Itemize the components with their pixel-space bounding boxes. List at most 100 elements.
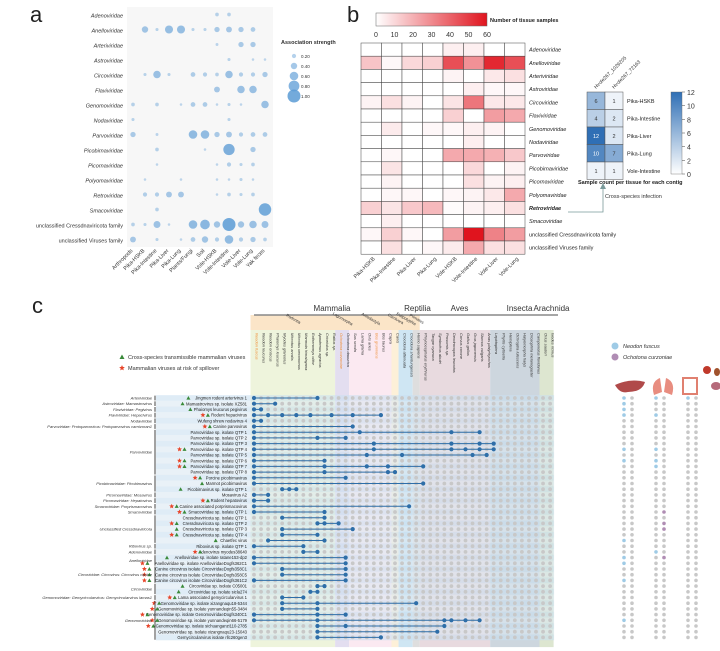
organ-dot: [622, 498, 626, 503]
host-dot-empty: [484, 584, 489, 588]
host-dot-empty: [548, 493, 552, 497]
heatmap-cell: [381, 161, 403, 176]
host-dot-empty: [520, 510, 524, 514]
triangle-icon: [180, 584, 185, 588]
host-dot-empty: [350, 515, 355, 520]
host-dot-empty: [357, 561, 362, 566]
host-dot-empty: [371, 401, 376, 406]
heatmap-cell: [360, 174, 382, 189]
host-dot-empty: [421, 635, 426, 640]
organ-dot: [694, 476, 698, 480]
host-dot-empty: [280, 498, 285, 503]
organ-dot: [694, 544, 698, 548]
host-dot-empty: [534, 436, 538, 440]
organ-dot: [686, 515, 690, 520]
host-label: Symbolirus abutri: [438, 333, 443, 364]
host-dot-empty: [266, 624, 270, 628]
bubble: [215, 193, 219, 196]
host-dot-empty: [534, 413, 538, 417]
host-dot-empty: [477, 470, 482, 474]
bubble: [238, 237, 244, 242]
host-dot-empty: [534, 584, 538, 588]
host-dot-empty: [364, 561, 369, 566]
host-dot-empty: [520, 555, 524, 560]
host-dot-empty: [280, 584, 285, 588]
heatmap-cell: [401, 227, 423, 242]
host-dot-empty: [371, 521, 376, 526]
organ-dot: [686, 601, 690, 605]
organ-dot: [686, 413, 690, 417]
host-dot-empty: [343, 532, 348, 537]
host-dot-empty: [484, 567, 489, 571]
colorbar-tick-label: 20: [409, 32, 417, 39]
host-dot-empty: [357, 424, 362, 429]
bubble: [227, 178, 231, 181]
legend-label: Cross-species transmissible mammalian vi…: [128, 355, 246, 361]
host-dot-empty: [350, 418, 355, 423]
host-dot-empty: [442, 595, 447, 600]
host-dot-empty: [548, 572, 552, 577]
host-dot-empty: [498, 447, 503, 452]
host-dot-empty: [280, 418, 285, 423]
organ-dot: [686, 504, 690, 509]
host-dot-empty: [491, 418, 496, 423]
host-dot-empty: [505, 527, 510, 531]
host-dot-empty: [449, 578, 454, 583]
host-dot-empty: [512, 453, 517, 457]
host-dot-empty: [421, 487, 426, 492]
host-dot-empty: [520, 436, 524, 440]
host-dot-empty: [273, 595, 278, 600]
host-dot-filled: [280, 515, 285, 520]
family-label: Arteriviridae: [130, 396, 153, 401]
host-dot-empty: [386, 521, 390, 526]
bubble: [239, 162, 243, 167]
host-dot-empty: [484, 498, 489, 503]
host-dot-empty: [534, 595, 538, 600]
organ-dot: [694, 493, 698, 497]
inset-cell-value: 2: [612, 134, 615, 140]
host-dot-empty: [400, 612, 404, 617]
heatmap-cell: [401, 201, 423, 215]
host-dot-empty: [379, 538, 383, 543]
host-dot-empty: [498, 527, 503, 531]
host-dot-empty: [428, 493, 433, 497]
host-dot-empty: [266, 527, 270, 531]
host-dot-empty: [350, 538, 355, 543]
host-dot-empty: [505, 595, 510, 600]
host-dot-empty: [463, 407, 468, 412]
organ-dot: [654, 584, 658, 588]
host-dot-empty: [266, 595, 270, 600]
host-dot-empty: [407, 567, 411, 571]
host-dot-empty: [449, 572, 454, 577]
host-dot-empty: [442, 550, 447, 554]
host-dot-empty: [421, 544, 426, 549]
host-dot-empty: [527, 481, 531, 486]
organ-dot: [694, 447, 698, 452]
host-dot-empty: [527, 458, 531, 463]
host-dot-empty: [498, 487, 503, 492]
star-icon: [151, 600, 157, 606]
host-label: Grus japonensis: [473, 333, 478, 362]
organ-dot: [630, 578, 634, 583]
host-dot-empty: [336, 510, 341, 514]
organ-dot: [662, 470, 666, 474]
row-label: Picornaviridae: [88, 164, 123, 170]
liver-icon: [615, 380, 645, 393]
bubble: [225, 70, 233, 79]
host-dot-filled: [280, 606, 285, 612]
organ-dot: [662, 441, 666, 446]
heatmap-cell: [483, 161, 505, 176]
organ-dot: [662, 424, 666, 429]
organ-dot: [654, 629, 658, 634]
host-dot-empty: [371, 527, 376, 531]
legend-title: Association strength: [281, 40, 336, 46]
heatmap-cell: [381, 42, 403, 57]
host-dot-filled: [301, 549, 306, 555]
host-dot-empty: [379, 475, 383, 480]
host-dot-empty: [548, 635, 552, 640]
host-dot-empty: [435, 458, 440, 463]
host-dot-empty: [541, 550, 545, 554]
host-dot-filled: [378, 635, 383, 640]
host-dot-empty: [329, 607, 334, 611]
organ-dot: [662, 396, 666, 400]
